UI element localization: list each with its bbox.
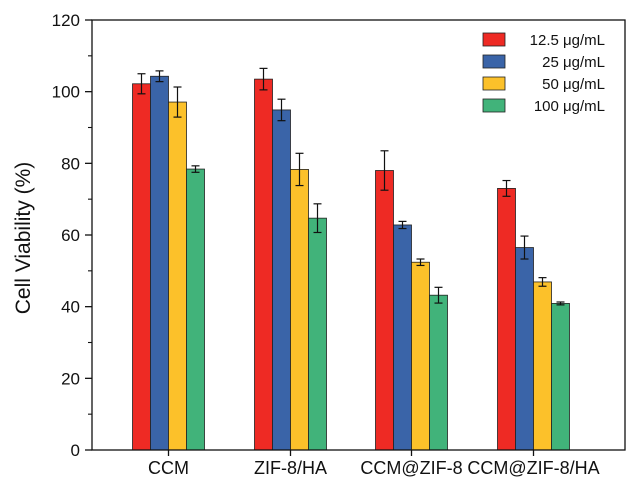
y-tick-label-2: 40 bbox=[61, 298, 80, 317]
y-tick-label-3: 60 bbox=[61, 226, 80, 245]
bar-3-2 bbox=[533, 281, 552, 451]
bar-2-2 bbox=[411, 261, 430, 451]
y-tick-label-6: 120 bbox=[52, 11, 80, 30]
bars-layer bbox=[132, 67, 570, 451]
bar-0-1 bbox=[150, 75, 169, 451]
bar-2-0 bbox=[375, 170, 394, 451]
bar-3-3 bbox=[551, 303, 570, 451]
y-axis-title: Cell Viability (%) bbox=[12, 162, 35, 315]
bar-0-2 bbox=[168, 101, 187, 451]
y-tick-label-4: 80 bbox=[61, 154, 80, 173]
bar-3-1 bbox=[515, 247, 534, 451]
legend-swatch-0 bbox=[482, 32, 506, 47]
bar-1-3 bbox=[308, 217, 327, 451]
y-tick-label-1: 20 bbox=[61, 369, 80, 388]
legend-label-1: 25 μg/mL bbox=[542, 54, 605, 71]
legend-swatch-2 bbox=[482, 76, 506, 91]
bar-0-0 bbox=[132, 83, 151, 451]
legend: 12.5 μg/mL 25 μg/mL 50 μg/mL 100 μg/mL bbox=[482, 32, 605, 115]
axes-layer: 0 20 40 60 80 100 120 CCM ZIF-8/HA CCM@ZIF-8 CCM@Z… bbox=[52, 11, 626, 477]
bar-1-2 bbox=[290, 169, 309, 451]
bar-2-1 bbox=[393, 224, 412, 451]
legend-swatch-3 bbox=[482, 98, 506, 113]
x-category-label-0: CCM bbox=[148, 458, 189, 477]
bar-3-0 bbox=[497, 188, 516, 451]
bar-1-0 bbox=[254, 78, 273, 451]
x-category-label-1: ZIF-8/HA bbox=[254, 458, 327, 477]
bar-2-3 bbox=[429, 294, 448, 451]
y-tick-label-0: 0 bbox=[71, 441, 80, 460]
legend-label-2: 50 μg/mL bbox=[542, 76, 605, 93]
bar-0-3 bbox=[186, 168, 205, 451]
legend-label-0: 12.5 μg/mL bbox=[530, 32, 605, 49]
bar-1-1 bbox=[272, 109, 291, 451]
y-tick-label-5: 100 bbox=[52, 83, 80, 102]
legend-swatch-1 bbox=[482, 54, 506, 69]
x-category-label-2: CCM@ZIF-8 bbox=[360, 458, 462, 477]
x-category-label-3: CCM@ZIF-8/HA bbox=[467, 458, 599, 477]
legend-label-3: 100 μg/mL bbox=[534, 98, 605, 115]
